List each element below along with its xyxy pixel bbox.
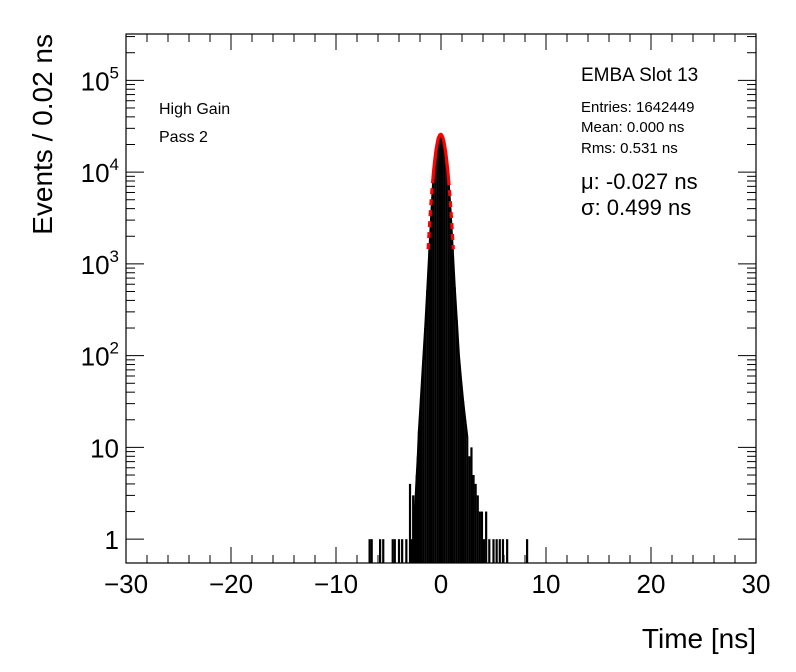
ticks-layer: −30 −20 −10 0 10 20 30 1 10 102 103 104 105 [81, 34, 771, 599]
x-tick-label: 0 [434, 569, 448, 599]
module-label: EMBA Slot 13 [581, 65, 698, 86]
y-tick-label: 1 [105, 525, 119, 555]
x-tick-label: −30 [104, 569, 148, 599]
rms-label: Rms: 0.531 ns [581, 140, 678, 157]
x-tick-label: 30 [742, 569, 771, 599]
fit-tail-curve [446, 179, 455, 250]
gain-label: High Gain [159, 101, 230, 118]
mean-label: Mean: 0.000 ns [581, 119, 684, 136]
histogram-series [368, 133, 529, 563]
x-tick-label: −20 [209, 569, 253, 599]
x-tick-label: −10 [314, 569, 358, 599]
fit-tail-curve [426, 179, 435, 250]
y-tick-label: 10 [90, 433, 119, 463]
gaussian-fit-series [426, 132, 455, 250]
y-tick-label: 103 [81, 247, 119, 280]
y-tick-label: 105 [81, 63, 119, 96]
x-tick-label: 10 [532, 569, 561, 599]
data-layer [368, 132, 529, 563]
sigma-label: σ: 0.499 ns [581, 195, 691, 220]
y-tick-label: 102 [81, 339, 119, 372]
pass-label: Pass 2 [159, 129, 208, 146]
entries-label: Entries: 1642449 [581, 99, 694, 116]
x-tick-label: 20 [637, 569, 666, 599]
mu-label: μ: -0.027 ns [581, 169, 698, 194]
fit-core-curve [431, 132, 451, 180]
y-tick-label: 104 [81, 155, 119, 188]
y-axis-label: Events / 0.02 ns [27, 34, 58, 235]
x-axis-label: Time [ns] [642, 623, 756, 654]
